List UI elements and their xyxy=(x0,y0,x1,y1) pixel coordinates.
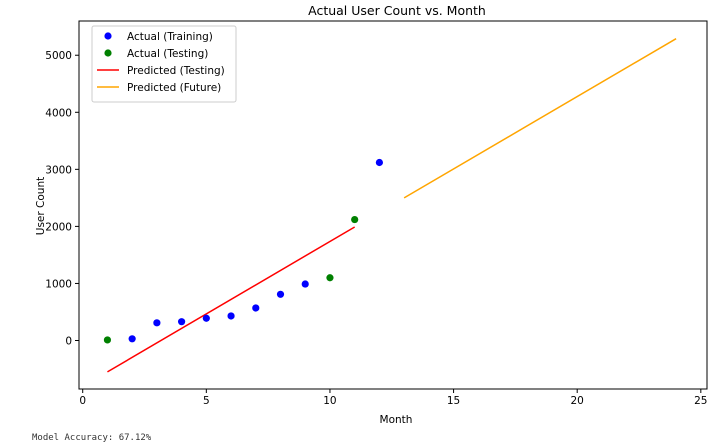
data-point xyxy=(103,336,112,344)
plot-area xyxy=(78,20,708,390)
data-point xyxy=(351,215,359,224)
legend-label: Predicted (Testing) xyxy=(127,65,225,77)
y-tick-label: 1000 xyxy=(45,278,72,290)
x-tick-label: 10 xyxy=(323,395,336,407)
legend-marker xyxy=(104,32,112,40)
x-tick-label: 0 xyxy=(79,395,86,407)
legend-label: Actual (Training) xyxy=(127,31,213,43)
data-point xyxy=(276,290,285,298)
series-line xyxy=(403,38,677,199)
x-tick-label: 25 xyxy=(694,395,707,407)
legend-label: Predicted (Future) xyxy=(127,82,221,94)
y-axis-ticks: 0 1000 2000 3000 4000 5000 xyxy=(45,50,79,348)
x-axis-label: Month xyxy=(380,414,413,426)
data-point xyxy=(301,280,309,288)
legend-marker xyxy=(104,49,112,57)
data-point xyxy=(326,274,334,282)
data-point xyxy=(128,335,136,343)
y-tick-label: 5000 xyxy=(45,50,72,62)
series-layer xyxy=(103,38,677,373)
model-accuracy-text: Model Accuracy: 67.12% xyxy=(32,433,152,443)
x-axis-ticks: 0 5 10 15 20 25 xyxy=(79,389,708,407)
x-tick-label: 20 xyxy=(571,395,584,407)
data-point xyxy=(178,318,186,326)
chart-title: Actual User Count vs. Month xyxy=(308,3,486,18)
data-point xyxy=(375,158,384,167)
data-point xyxy=(202,314,210,322)
x-tick-label: 15 xyxy=(447,395,460,407)
data-point xyxy=(227,312,235,320)
y-tick-label: 0 xyxy=(65,336,72,348)
data-point xyxy=(153,319,161,327)
y-tick-label: 4000 xyxy=(45,107,72,119)
data-point xyxy=(252,304,260,312)
y-tick-label: 2000 xyxy=(45,221,72,233)
legend: Actual (Training) Actual (Testing) Predict… xyxy=(91,25,237,103)
x-tick-label: 5 xyxy=(203,395,210,407)
legend-box xyxy=(91,25,237,103)
y-tick-label: 3000 xyxy=(45,164,72,176)
legend-label: Actual (Testing) xyxy=(127,48,208,60)
series-line xyxy=(107,226,356,373)
y-axis-label: User Count xyxy=(35,177,47,235)
